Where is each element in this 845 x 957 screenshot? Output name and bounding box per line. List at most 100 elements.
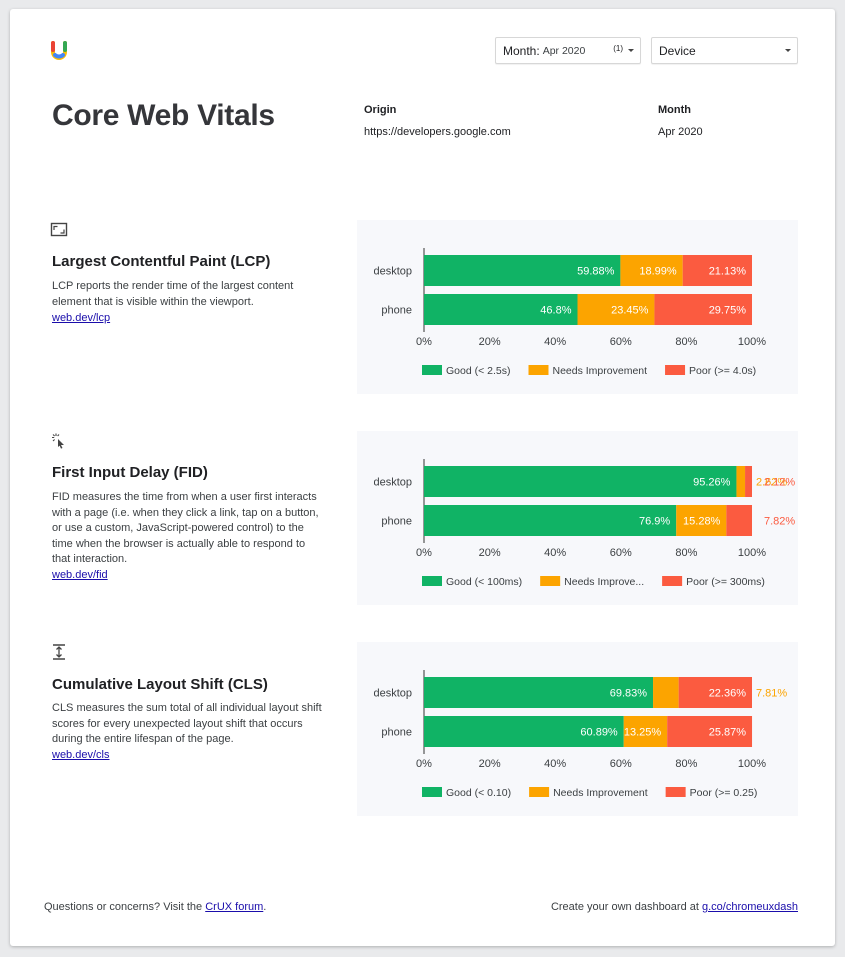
chevron-down-icon xyxy=(628,49,634,52)
legend-swatch xyxy=(422,787,442,797)
legend-label: Good (< 2.5s) xyxy=(446,365,511,377)
data-label: 46.8% xyxy=(540,305,571,317)
dashboard-card: Month: Apr 2020 (1) Device Core Web Vita… xyxy=(10,9,835,946)
month-filter[interactable]: Month: Apr 2020 (1) xyxy=(495,37,641,64)
bar-segment xyxy=(424,677,654,708)
bar-segment xyxy=(424,505,677,536)
legend-label: Good (< 100ms) xyxy=(446,576,522,588)
tick-label: 0% xyxy=(416,758,432,770)
bar-segment xyxy=(424,466,737,497)
page-title: Core Web Vitals xyxy=(52,99,275,132)
legend-label: Needs Improve... xyxy=(564,576,644,588)
tick-label: 60% xyxy=(610,758,632,770)
legend-label: Needs Improvement xyxy=(553,787,648,799)
bar-segment xyxy=(424,255,621,286)
data-label: 23.45% xyxy=(611,305,649,317)
cls-chart: desktop 69.83% 7.81% 22.36% phone 60.89% 13.25… xyxy=(357,642,798,816)
data-label: 21.13% xyxy=(709,266,747,278)
data-label: 95.26% xyxy=(693,477,731,489)
legend-label: Poor (>= 0.25) xyxy=(690,787,758,799)
bar-segment xyxy=(623,716,668,747)
bar-segment xyxy=(653,677,679,708)
bar-segment xyxy=(577,294,655,325)
tick-label: 40% xyxy=(544,758,566,770)
legend-label: Poor (>= 300ms) xyxy=(686,576,765,588)
bar-segment xyxy=(676,505,727,536)
fid-link[interactable]: web.dev/fid xyxy=(52,569,108,581)
legend-swatch xyxy=(662,576,683,586)
category-label: phone xyxy=(381,727,412,739)
month-value: Apr 2020 xyxy=(658,126,703,138)
bar-segment xyxy=(424,716,624,747)
data-label: 18.99% xyxy=(639,266,677,278)
cls-link[interactable]: web.dev/cls xyxy=(52,749,110,761)
fid-description: FID measures the time from when a user f… xyxy=(52,491,319,566)
lcp-link[interactable]: web.dev/lcp xyxy=(52,312,111,324)
tick-label: 80% xyxy=(675,547,697,559)
footer-left: Questions or concerns? Visit the CrUX fo… xyxy=(44,901,266,913)
bar-segment xyxy=(654,294,752,325)
month-filter-count: (1) xyxy=(613,44,623,53)
cls-description: CLS measures the sum total of all indivi… xyxy=(52,702,322,746)
tick-label: 0% xyxy=(416,336,432,348)
tick-label: 20% xyxy=(479,547,501,559)
bar-segment xyxy=(726,505,752,536)
data-label: 2.62% xyxy=(756,477,787,489)
legend-swatch xyxy=(665,365,686,375)
data-label: 13.25% xyxy=(624,727,662,739)
legend-swatch xyxy=(529,787,550,797)
category-label: desktop xyxy=(373,477,412,489)
tick-label: 60% xyxy=(610,336,632,348)
fid-chart-svg: desktop 95.26% 2.62%2.12% phone 76.9% 15.28% 7… xyxy=(373,459,795,588)
data-label: 22.36% xyxy=(709,688,747,700)
lcp-heading: Largest Contentful Paint (LCP) xyxy=(52,253,271,270)
chromeuxdash-link[interactable]: g.co/chromeuxdash xyxy=(702,901,798,913)
tick-label: 100% xyxy=(738,547,766,559)
category-label: phone xyxy=(381,305,412,317)
bar-segment xyxy=(424,294,578,325)
footer-right: Create your own dashboard at g.co/chrome… xyxy=(551,901,798,913)
lcp-chart-svg: desktop 59.88% 18.99% 21.13% phone 46.8% 23.45… xyxy=(373,248,766,377)
legend-swatch xyxy=(422,576,442,586)
bar-segment xyxy=(745,466,752,497)
tick-label: 0% xyxy=(416,547,432,559)
footer-left-text: Questions or concerns? Visit the xyxy=(44,901,206,913)
legend-label: Poor (>= 4.0s) xyxy=(689,365,756,377)
data-label: 25.87% xyxy=(709,727,747,739)
tick-label: 20% xyxy=(479,336,501,348)
data-label: 7.82% xyxy=(764,516,795,528)
legend-swatch xyxy=(665,787,686,797)
data-label: 60.89% xyxy=(580,727,618,739)
category-label: desktop xyxy=(373,688,412,700)
category-label: phone xyxy=(381,516,412,528)
tick-label: 40% xyxy=(544,336,566,348)
bar-segment xyxy=(682,255,752,286)
month-filter-label: Month: xyxy=(503,43,540,58)
month-label: Month xyxy=(658,104,691,116)
category-label: desktop xyxy=(373,266,412,278)
legend-swatch xyxy=(528,365,549,375)
bar-segment xyxy=(736,466,746,497)
tick-label: 100% xyxy=(738,336,766,348)
fid-heading: First Input Delay (FID) xyxy=(52,464,208,481)
crux-logo-icon xyxy=(51,41,67,60)
tick-label: 80% xyxy=(675,758,697,770)
lcp-chart: desktop 59.88% 18.99% 21.13% phone 46.8% 23.45… xyxy=(357,220,798,394)
device-filter[interactable]: Device xyxy=(651,37,798,64)
tick-label: 40% xyxy=(544,547,566,559)
crux-forum-link[interactable]: CrUX forum xyxy=(205,901,264,913)
lcp-description: LCP reports the render time of the large… xyxy=(52,280,294,308)
origin-label: Origin xyxy=(364,104,397,116)
data-label: 29.75% xyxy=(709,305,747,317)
footer-left-end: . xyxy=(263,901,267,913)
data-label: 69.83% xyxy=(610,688,648,700)
lcp-frame-icon xyxy=(50,222,68,237)
cls-heading: Cumulative Layout Shift (CLS) xyxy=(52,676,268,693)
bar-segment xyxy=(678,677,752,708)
tick-label: 60% xyxy=(610,547,632,559)
data-label: 59.88% xyxy=(577,266,615,278)
legend-label: Good (< 0.10) xyxy=(446,787,511,799)
tick-label: 20% xyxy=(479,758,501,770)
origin-value: https://developers.google.com xyxy=(364,126,511,138)
data-label: 15.28% xyxy=(683,516,721,528)
